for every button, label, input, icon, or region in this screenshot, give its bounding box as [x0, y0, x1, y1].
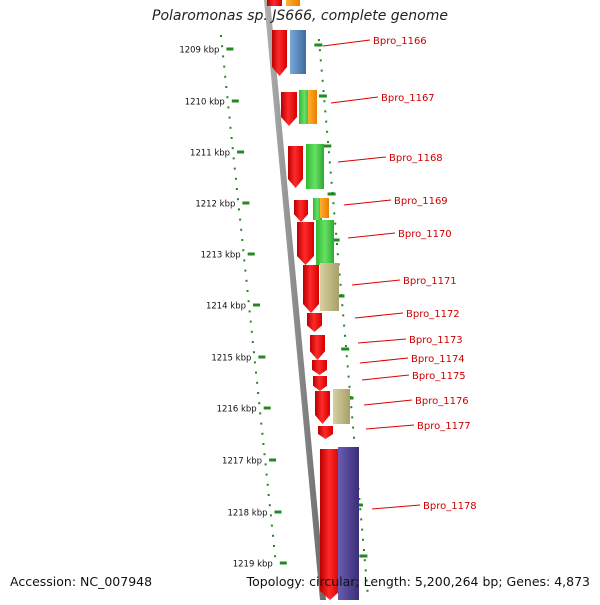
- kbp-label: 1211 kbp: [190, 149, 230, 159]
- kbp-label: 1219 kbp: [233, 560, 273, 570]
- accession-text: Accession: NC_007948: [10, 574, 153, 589]
- kbp-label: 1215 kbp: [211, 354, 251, 364]
- gene-label-leader: [343, 199, 392, 206]
- feature-box-orange: [286, 0, 300, 6]
- gene-track: [267, 0, 359, 600]
- backbone-bar: [264, 0, 326, 600]
- kbp-label: 1210 kbp: [185, 98, 225, 108]
- kbp-tick: [274, 510, 282, 514]
- gene-arrow-red: [297, 222, 314, 265]
- gene-arrow-red: [318, 426, 333, 439]
- gene-label-leader: [357, 338, 407, 344]
- gene-label[interactable]: Bpro_1171: [403, 276, 457, 287]
- feature-box-orange: [308, 90, 317, 124]
- gene-label[interactable]: Bpro_1170: [398, 229, 452, 240]
- feature-box-green: [299, 90, 310, 124]
- kbp-tick: [226, 47, 234, 51]
- gene-arrow-red: [310, 335, 325, 360]
- gene-label-leader: [359, 357, 409, 364]
- gene-arrow-red: [312, 360, 327, 375]
- gene-label[interactable]: Bpro_1166: [373, 36, 427, 47]
- kbp-tick: [231, 99, 239, 103]
- kbp-label: 1213 kbp: [201, 251, 241, 261]
- kbp-label: 1216 kbp: [217, 405, 257, 415]
- gene-label[interactable]: Bpro_1177: [417, 421, 471, 432]
- gene-arrow-red: [313, 376, 327, 391]
- gene-track-tick: [327, 192, 336, 196]
- gene-track-tick: [341, 347, 350, 351]
- gene-arrow-red: [294, 200, 308, 222]
- kbp-label: 1212 kbp: [195, 200, 235, 210]
- gene-arrow-red: [307, 313, 322, 332]
- gene-label[interactable]: Bpro_1178: [423, 501, 477, 512]
- gene-track-tick: [318, 94, 327, 98]
- gene-arrow-red: [315, 391, 330, 424]
- kbp-tick: [247, 252, 255, 256]
- kbp-tick: [242, 201, 250, 205]
- gene-label-leader: [371, 504, 421, 510]
- map-title: Polaromonas sp. JS666, complete genome: [152, 8, 448, 24]
- feature-box-blue: [290, 30, 306, 74]
- gene-track-tick: [359, 554, 368, 558]
- position-ruler: 1209 kbp 1210 kbp 1211 kbp 1212 kbp 1213 kbp…: [179, 35, 369, 592]
- gene-label-leader: [330, 96, 379, 104]
- feature-box-khaki: [333, 389, 350, 424]
- gene-track-tick: [331, 238, 340, 242]
- kbp-label: 1218 kbp: [227, 509, 267, 519]
- kbp-tick: [258, 355, 266, 359]
- kbp-label: 1217 kbp: [222, 457, 262, 467]
- feature-box-purple: [338, 447, 359, 600]
- gene-labels: Bpro_1166 Bpro_1167 Bpro_1168 Bpro_1169 Bpro…: [322, 36, 477, 512]
- gene-arrow-red: [267, 0, 282, 6]
- topology-text: Topology: circular; Length: 5,200,264 bp…: [246, 574, 590, 589]
- gene-label-leader: [347, 232, 396, 239]
- gene-arrow-red: [288, 146, 303, 188]
- kbp-label: 1209 kbp: [179, 46, 219, 56]
- feature-box-green: [306, 144, 324, 189]
- gene-label-leader: [361, 374, 410, 381]
- gene-label-leader: [365, 424, 415, 430]
- feature-box-green: [316, 220, 334, 265]
- kbp-label: 1214 kbp: [206, 302, 246, 312]
- gene-label[interactable]: Bpro_1176: [415, 396, 469, 407]
- gene-arrow-red: [320, 449, 340, 600]
- gene-label-leader: [354, 312, 404, 319]
- kbp-tick: [279, 561, 287, 565]
- feature-box-orange: [320, 198, 329, 218]
- gene-label-leader: [337, 156, 387, 163]
- gene-arrow-red: [281, 92, 297, 126]
- genome-backbone: [264, 0, 326, 600]
- gene-label[interactable]: Bpro_1169: [394, 196, 448, 207]
- kbp-tick: [269, 458, 277, 462]
- gene-label[interactable]: Bpro_1173: [409, 335, 463, 346]
- feature-box-khaki: [320, 263, 339, 311]
- gene-arrow-red: [303, 265, 319, 313]
- kbp-tick: [237, 150, 245, 154]
- kbp-tick: [263, 406, 271, 410]
- kbp-ruler-dots: [220, 35, 277, 558]
- gene-track-tick: [336, 294, 345, 298]
- gene-label[interactable]: Bpro_1174: [411, 354, 465, 365]
- gene-label[interactable]: Bpro_1175: [412, 371, 466, 382]
- gene-label-leader: [363, 399, 413, 406]
- gene-track-tick: [314, 43, 323, 47]
- feature-box-green: [313, 198, 322, 220]
- gene-label[interactable]: Bpro_1167: [381, 93, 435, 104]
- gene-label[interactable]: Bpro_1168: [389, 153, 443, 164]
- kbp-tick: [253, 303, 260, 307]
- gene-arrow-red: [272, 30, 287, 76]
- gene-label-leader: [322, 39, 371, 47]
- gene-label-leader: [351, 279, 401, 286]
- gene-label[interactable]: Bpro_1172: [406, 309, 460, 320]
- gene-track-tick: [323, 144, 332, 148]
